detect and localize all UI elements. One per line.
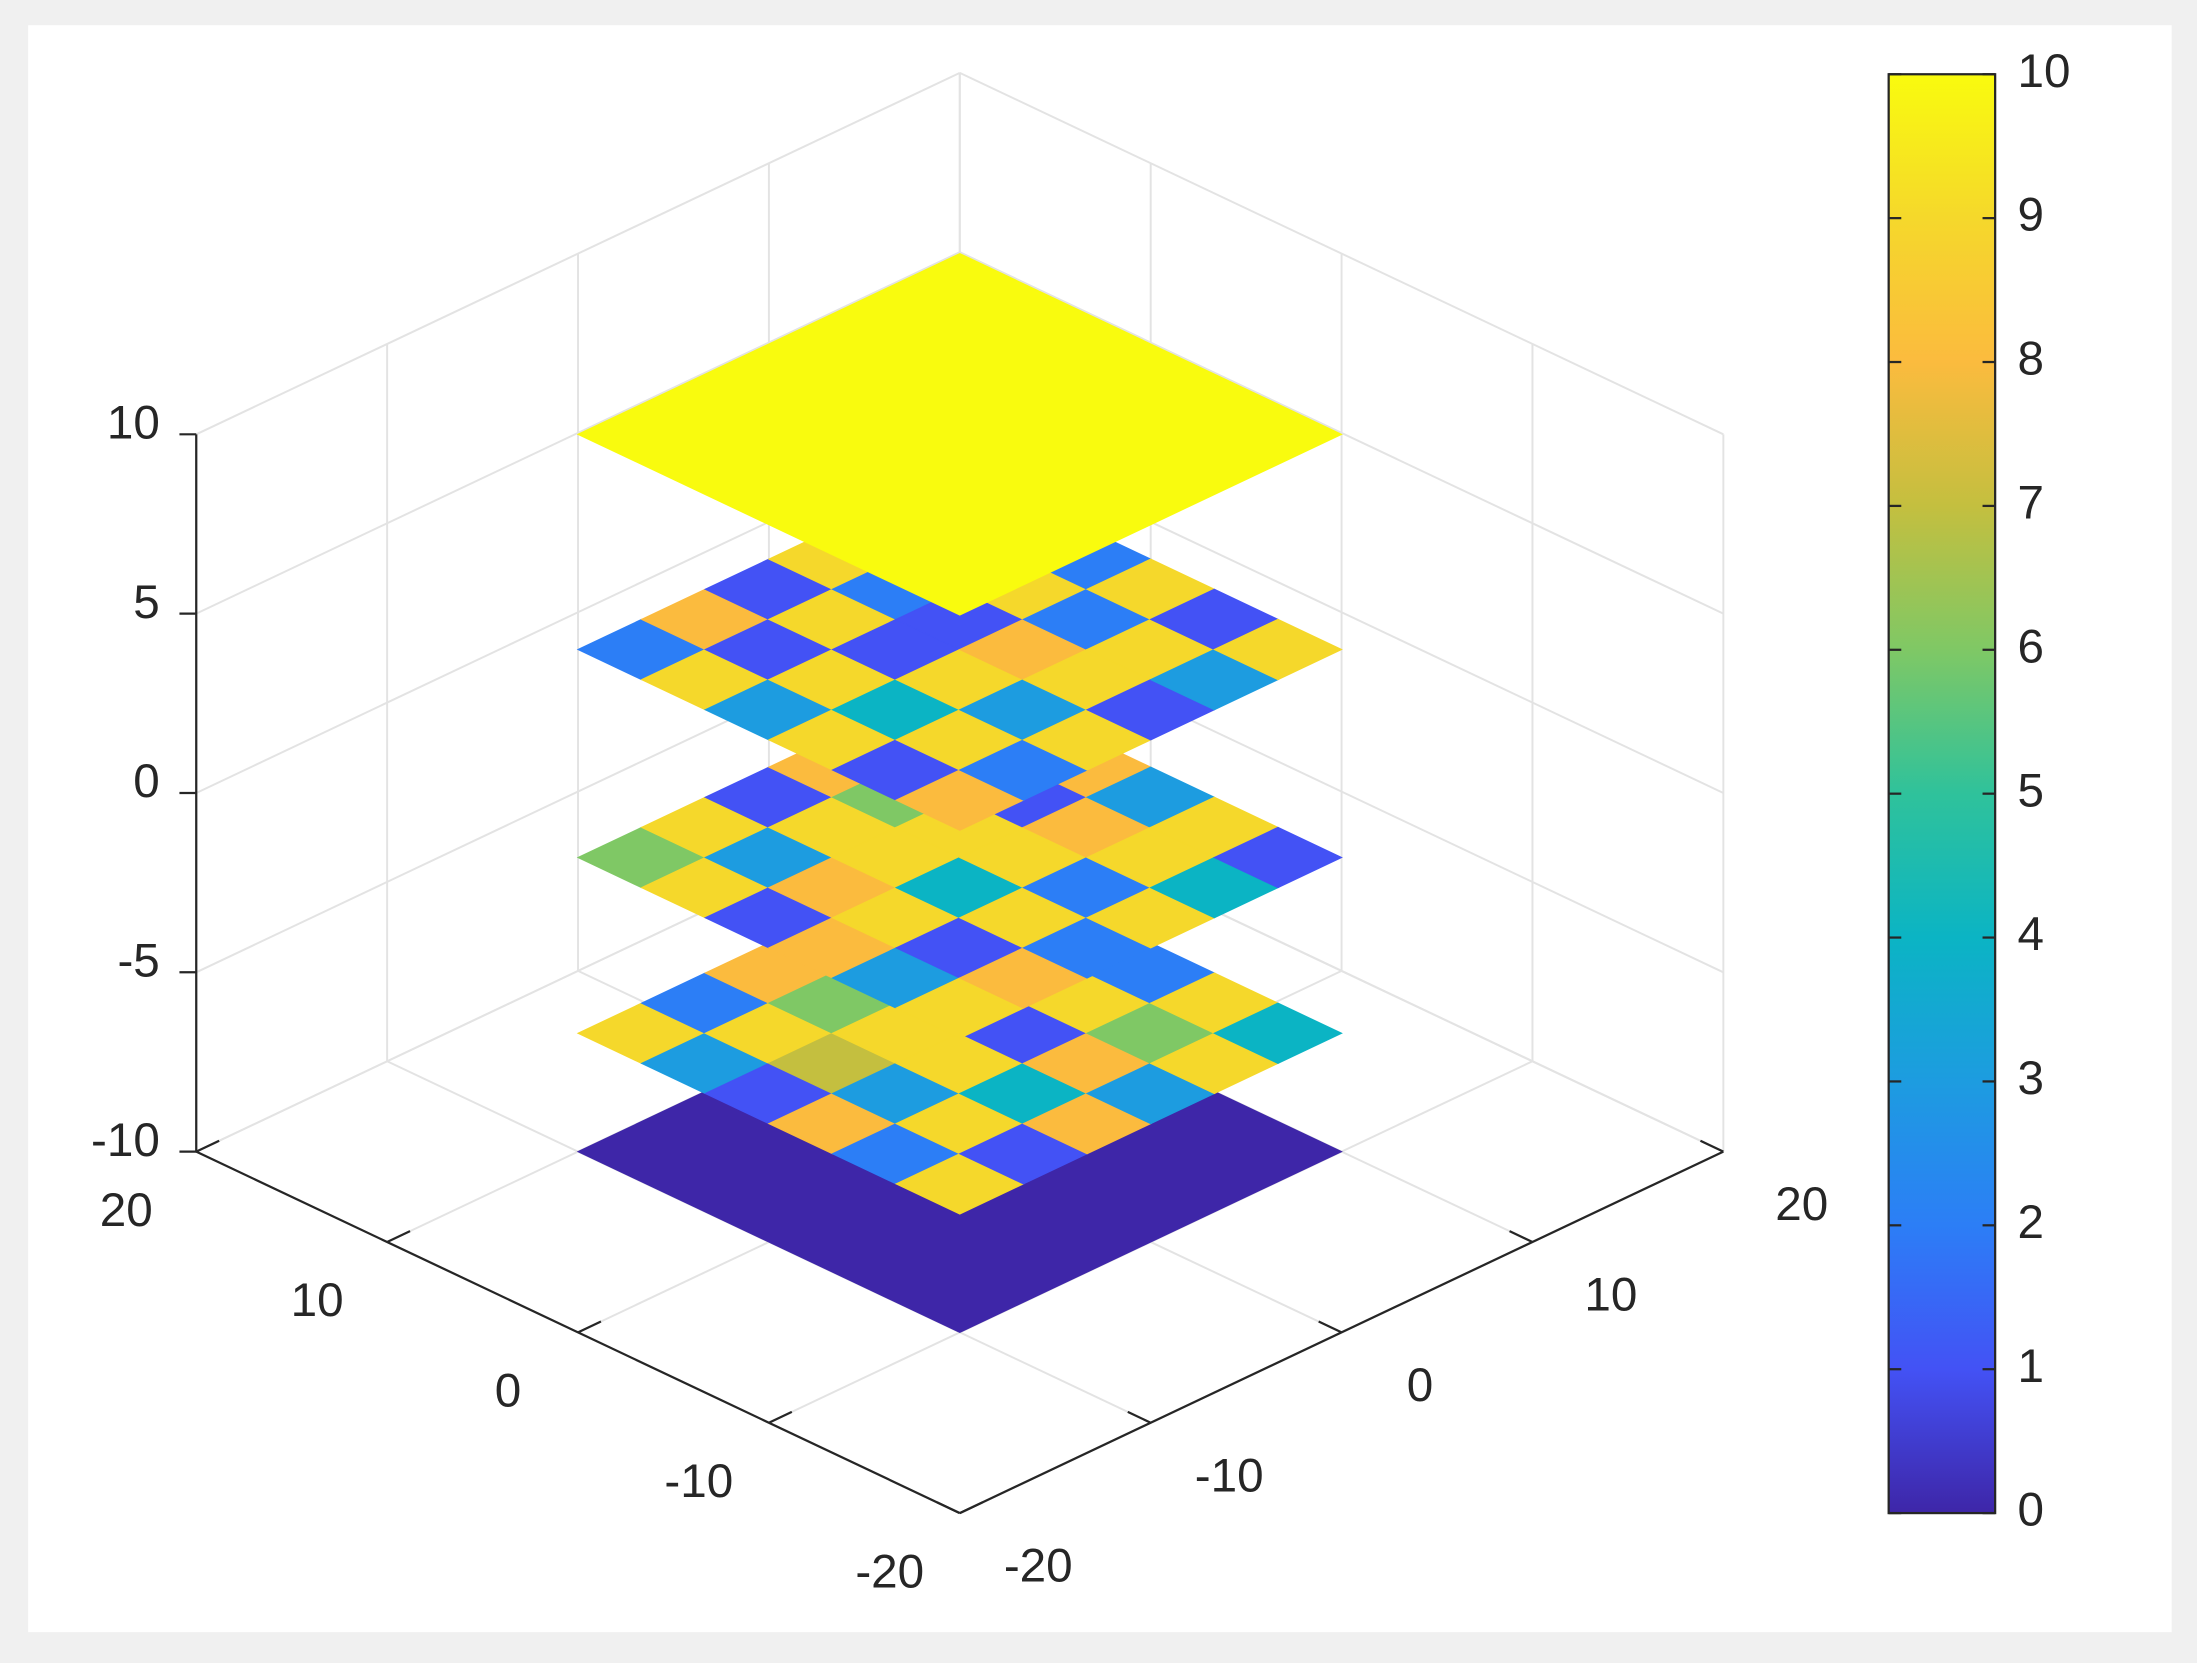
y-tick-label: 20 xyxy=(100,1184,153,1237)
x-tick-label: 10 xyxy=(1584,1269,1637,1322)
z-tick-label: 5 xyxy=(133,576,160,629)
x-tick-label: 0 xyxy=(1407,1359,1434,1412)
grid-line xyxy=(195,251,961,615)
z-tick-label: -5 xyxy=(117,934,159,987)
y-tick-label: -10 xyxy=(664,1455,733,1508)
grid-line xyxy=(959,71,1724,436)
x-tick xyxy=(1127,1410,1152,1424)
z-tick-label: -10 xyxy=(91,1114,160,1167)
y-tick-label: 10 xyxy=(291,1274,344,1327)
colorbar-tick-label: 8 xyxy=(2018,333,2045,386)
x-tick-label: -10 xyxy=(1195,1449,1264,1502)
z-tick-label: 10 xyxy=(107,396,160,449)
colorbar-tick-label: 5 xyxy=(2018,764,2045,817)
colorbar-tick-label: 6 xyxy=(2018,620,2045,673)
grid-line xyxy=(959,251,1724,615)
grid-line xyxy=(195,71,961,436)
colorbar-tick-label: 10 xyxy=(2018,45,2071,98)
colorbar-tick-label: 7 xyxy=(2018,476,2045,529)
y-tick-label: -20 xyxy=(855,1545,924,1598)
y-tick xyxy=(577,1320,602,1334)
colorbar-gradient xyxy=(1887,73,1997,1515)
slice-cell xyxy=(1213,826,1343,889)
colorbar-tick-label: 4 xyxy=(2018,908,2045,961)
slice-cell xyxy=(576,252,1343,616)
slices xyxy=(576,252,1343,1333)
colorbar-tick-label: 3 xyxy=(2018,1052,2045,1105)
x-tick-label: -20 xyxy=(1004,1540,1073,1593)
y-tick xyxy=(959,1501,984,1515)
y-tick-label: 0 xyxy=(495,1365,522,1418)
x-tick xyxy=(1509,1230,1533,1244)
x-tick xyxy=(936,1501,961,1515)
axes: -10 -5 0 5 10 -20 -10 0 10 20 -20 -10 0 10 20 xyxy=(91,396,1828,1598)
colorbar-tick-label: 1 xyxy=(2018,1340,2045,1393)
y-tick xyxy=(768,1410,793,1424)
colorbar: 0 1 2 3 4 5 6 7 8 9 10 xyxy=(1887,45,2071,1537)
y-tick xyxy=(195,1139,220,1153)
colorbar-tick-label: 9 xyxy=(2018,189,2045,242)
colorbar-tick-label: 2 xyxy=(2018,1196,2045,1249)
slice-cell xyxy=(1213,618,1343,681)
slice-cell xyxy=(1213,1002,1343,1065)
x-tick xyxy=(1699,1139,1724,1153)
x-tick-label: 20 xyxy=(1775,1178,1828,1231)
y-tick xyxy=(386,1230,411,1244)
x-tick xyxy=(1318,1320,1343,1334)
z-tick-label: 0 xyxy=(133,755,160,808)
colorbar-tick-label: 0 xyxy=(2018,1484,2045,1537)
